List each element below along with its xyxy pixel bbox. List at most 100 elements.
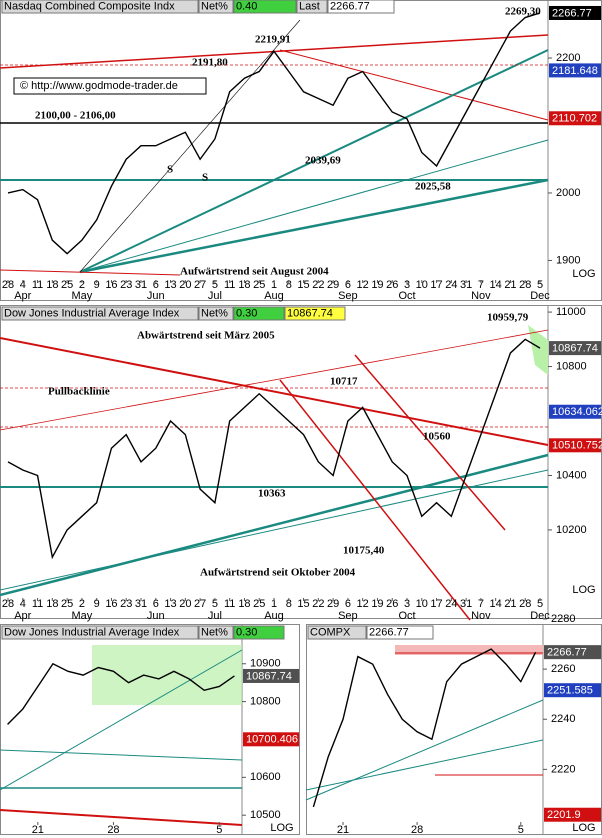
x-tick-label: 13 [164, 279, 176, 291]
x-tick-label: 18 [46, 279, 58, 291]
x-tick-label: 4 [20, 598, 26, 610]
price-label: 10700.406 [246, 734, 298, 746]
trend-line [79, 49, 549, 273]
price-label-box [549, 111, 601, 126]
price-label-box [544, 807, 601, 822]
x-tick-label: 5 [212, 598, 218, 610]
y-tick-label: 10800 [556, 360, 587, 372]
header-last-value: 2266.77 [369, 626, 409, 638]
header-title: Dow Jones Industrial Average Index [4, 626, 180, 638]
scale-label: LOG [572, 584, 595, 596]
x-tick-label: 28 [519, 598, 531, 610]
y-tick-label: 10600 [250, 771, 281, 783]
x-tick-label: 26 [386, 279, 398, 291]
x-tick-label: 25 [253, 279, 265, 291]
x-tick-label: 28 [107, 824, 119, 836]
header-net-label: Net% [201, 626, 228, 638]
x-tick-label: 26 [386, 598, 398, 610]
month-label: Aug [264, 610, 284, 622]
header-title: Dow Jones Industrial Average Index [4, 307, 180, 319]
price-label: 2201.9 [547, 809, 581, 821]
y-tick-label: 2200 [556, 52, 580, 64]
x-tick-label: 20 [179, 279, 191, 291]
month-label: Apr [14, 610, 31, 622]
x-tick-label: 31 [460, 598, 472, 610]
y-tick-label: 1900 [556, 254, 580, 266]
x-tick-label: 2 [79, 598, 85, 610]
header-net-label: Net% [201, 0, 228, 12]
x-tick-label: 8 [286, 279, 292, 291]
y-tick-label: 2000 [556, 187, 580, 199]
x-tick-label: 21 [504, 279, 516, 291]
header-cell [284, 306, 346, 321]
x-tick-label: 15 [297, 279, 309, 291]
y-tick-label: 10500 [250, 809, 281, 821]
channel [528, 325, 548, 375]
y-tick-label: 2220 [551, 763, 575, 775]
x-tick-label: 9 [94, 279, 100, 291]
price-label-box [549, 341, 601, 356]
x-tick-label: 12 [357, 279, 369, 291]
trend-line [305, 699, 544, 801]
x-tick-label: 21 [504, 598, 516, 610]
x-tick-label: 18 [46, 598, 58, 610]
annotation: 10717 [330, 376, 358, 388]
header-cell [233, 0, 297, 14]
x-tick-label: 11 [32, 279, 43, 291]
header-cell [198, 625, 234, 640]
x-tick-label: 25 [61, 598, 73, 610]
price-label: 10867.74 [552, 343, 598, 355]
x-tick-label: 19 [371, 598, 383, 610]
header-cell [233, 306, 285, 321]
trend-line [279, 49, 549, 121]
month-label: Aug [264, 290, 284, 302]
price-label: 10867.74 [246, 670, 292, 682]
header-title: COMPX [310, 626, 351, 638]
trend-line [354, 354, 506, 531]
header-cell [1, 625, 199, 640]
x-tick-label: 23 [120, 279, 132, 291]
header-cell [296, 0, 328, 14]
price-label-box [549, 404, 601, 419]
month-label: Jul [208, 290, 222, 302]
price-line [7, 338, 541, 560]
x-tick-label: 28 [519, 279, 531, 291]
y-tick-label: 10400 [556, 469, 587, 481]
annotation: Aufwärtstrend seit August 2004 [180, 266, 329, 278]
annotation: S [202, 172, 208, 184]
price-line [7, 12, 541, 255]
y-tick-label: 10200 [556, 524, 587, 536]
x-tick-label: 20 [179, 598, 191, 610]
annotation: 2025,58 [415, 181, 451, 193]
x-tick-label: 27 [194, 598, 206, 610]
x-tick-label: 2 [79, 279, 85, 291]
header-last-value: 10867.74 [287, 307, 333, 319]
annotation: © http://www.godmode-trader.de [20, 80, 178, 92]
x-tick-label: 4 [20, 279, 26, 291]
trend-line [0, 649, 243, 791]
x-tick-label: 1 [271, 279, 277, 291]
month-label: Sep [338, 610, 358, 622]
annotation: Aufwärtstrend seit Oktober 2004 [200, 567, 356, 579]
trend-line [279, 379, 471, 621]
month-label: Jun [147, 290, 165, 302]
price-label-box [549, 5, 601, 20]
price-label: 2251.585 [547, 685, 593, 697]
x-tick-label: 22 [312, 598, 324, 610]
price-label-box [549, 63, 601, 78]
x-tick-label: 14 [490, 598, 502, 610]
month-label: Jun [147, 610, 165, 622]
x-tick-label: 31 [135, 598, 147, 610]
x-tick-label: 5 [518, 824, 524, 836]
x-tick-label: 16 [105, 598, 117, 610]
x-tick-label: 12 [357, 598, 369, 610]
trend-line [0, 469, 549, 591]
month-label: May [71, 290, 92, 302]
copyright-box [13, 77, 207, 95]
header-last-value: 2266.77 [330, 0, 370, 12]
x-tick-label: 21 [337, 824, 349, 836]
header-cell [1, 306, 199, 321]
price-label-box [243, 668, 299, 683]
header-net-label: Net% [201, 307, 228, 319]
